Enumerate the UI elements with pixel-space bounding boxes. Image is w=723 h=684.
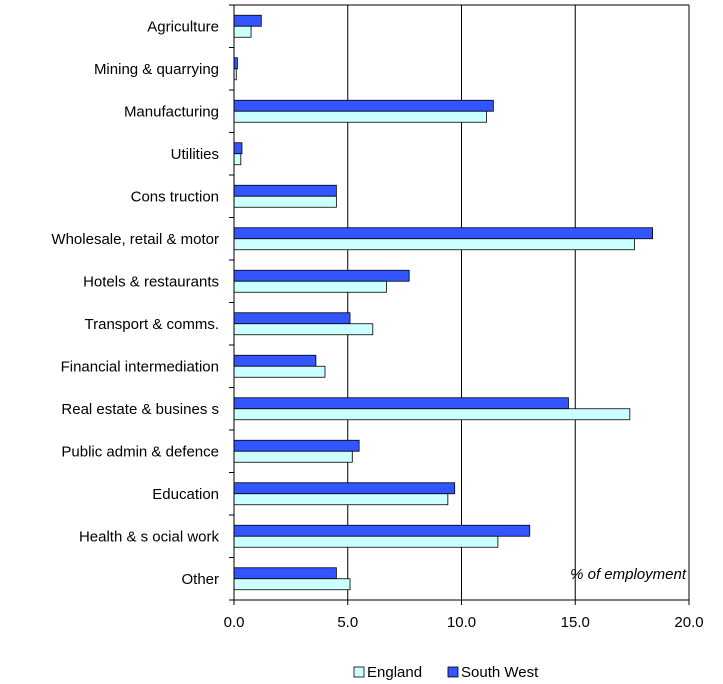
bar-england (233, 323, 374, 336)
legend-england-swatch (353, 666, 365, 678)
bar-south-west (233, 397, 569, 410)
axes (229, 4, 690, 605)
bar-south-west (233, 269, 410, 282)
bar-south-west (233, 524, 531, 537)
bar-england (233, 493, 449, 506)
x-tick-label: 20.0 (674, 614, 703, 631)
employment-annotation: % of employment (570, 566, 687, 583)
category-label: Financial intermediation (61, 358, 219, 375)
x-tick-label: 10.0 (447, 614, 476, 631)
bar-south-west (233, 227, 654, 240)
bar-england (233, 153, 242, 166)
category-label: Mining & quarrying (94, 61, 219, 78)
bar-england (233, 195, 337, 208)
bar-england (233, 365, 326, 378)
category-labels: Agriculture Mining & quarrying Manufacturi… (51, 18, 219, 588)
bar-south-west (233, 439, 360, 452)
bar-england (233, 238, 635, 251)
bar-south-west (233, 14, 262, 27)
bar-south-west (233, 184, 337, 197)
bar-south-west (233, 99, 494, 112)
bar-england (233, 280, 387, 293)
category-label: Manufacturing (124, 103, 219, 120)
bar-england (233, 450, 353, 463)
legend-england-label: England (367, 664, 422, 681)
category-label: Hotels & restaurants (83, 273, 219, 290)
bar-south-west (233, 354, 317, 367)
bar-south-west (233, 482, 456, 495)
bar-south-west (233, 567, 337, 580)
category-label: Wholesale, retail & motor (51, 231, 219, 248)
category-label: Public admin & defence (61, 443, 219, 460)
x-tick-labels: 0.0 5.0 10.0 15.0 20.0 (224, 614, 704, 631)
bar-south-west (233, 57, 238, 70)
category-label: Real estate & busines s (61, 401, 219, 418)
category-label: Transport & comms. (85, 316, 219, 333)
x-tick-label: 15.0 (561, 614, 590, 631)
bar-england (233, 408, 631, 421)
x-tick-label: 0.0 (224, 614, 245, 631)
category-label: Other (181, 571, 219, 588)
bar-england (233, 25, 252, 38)
category-label: Agriculture (147, 18, 219, 35)
bar-england (233, 578, 351, 591)
bars (233, 14, 654, 591)
bar-south-west (233, 312, 351, 325)
category-label: Cons truction (131, 188, 219, 205)
legend-south-west-swatch (447, 666, 459, 678)
category-label: Utilities (171, 146, 219, 163)
gridlines (234, 4, 690, 600)
bar-england (233, 535, 499, 548)
bar-south-west (233, 142, 243, 155)
category-label: Education (152, 486, 219, 503)
bar-england (233, 110, 487, 123)
x-tick-label: 5.0 (337, 614, 358, 631)
legend: England South West (353, 664, 539, 681)
legend-south-west-label: South West (461, 664, 539, 681)
category-label: Health & s ocial work (79, 528, 220, 545)
